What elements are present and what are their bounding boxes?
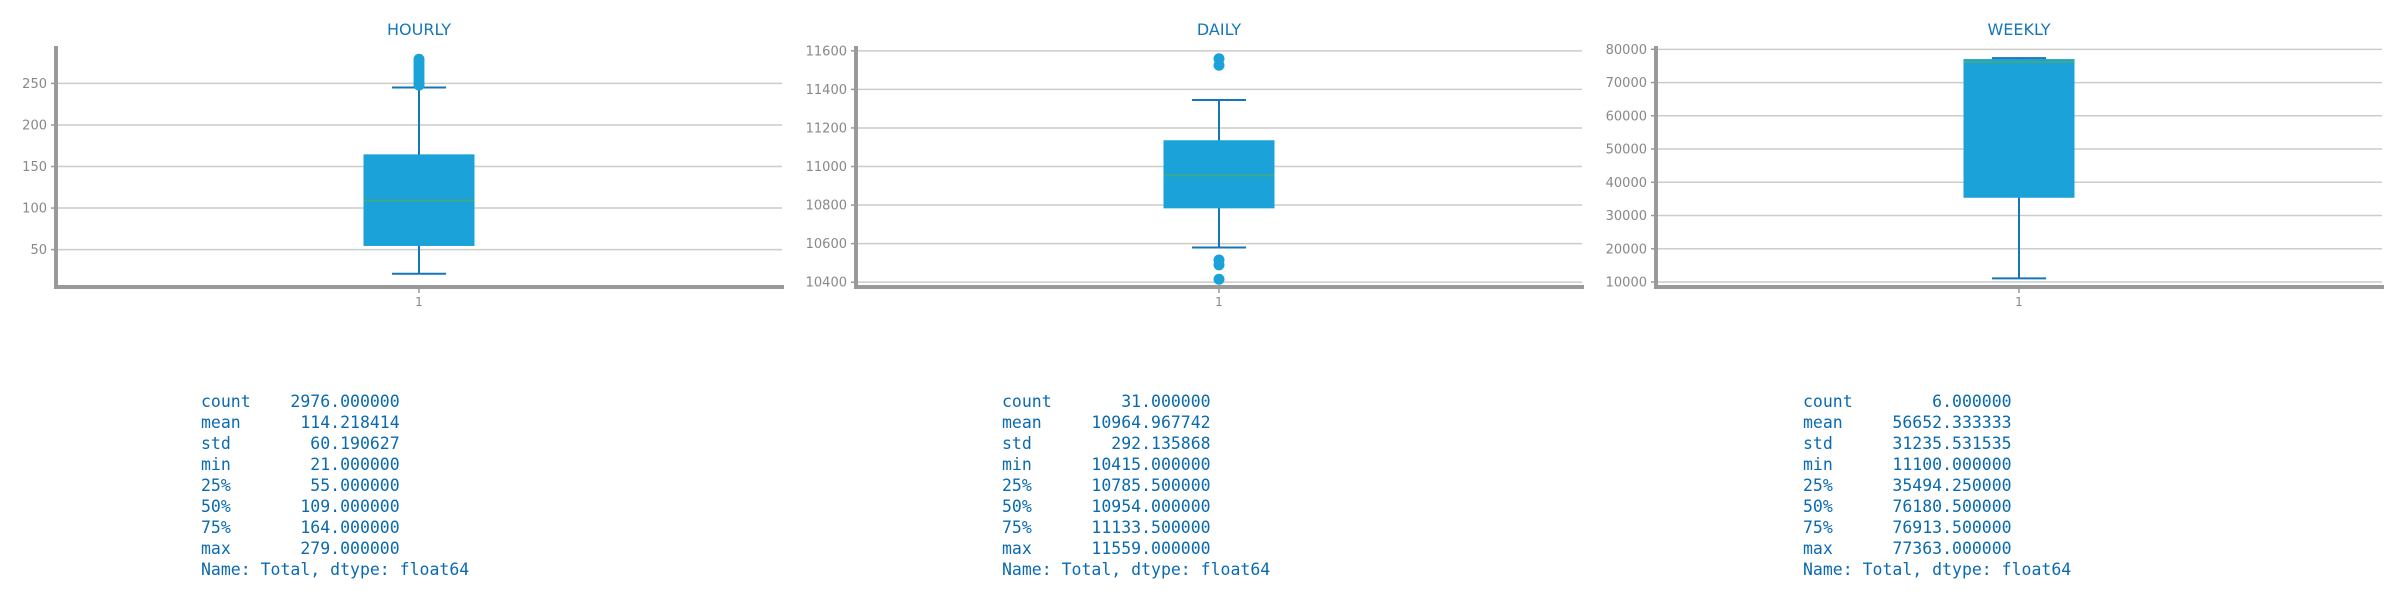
y-tick-label: 100 bbox=[22, 202, 47, 217]
stats-line: std 31235.531535 bbox=[1803, 434, 2012, 453]
stats-line: mean 56652.333333 bbox=[1803, 413, 2012, 432]
chart-title: WEEKLY bbox=[1987, 20, 2050, 39]
y-tick-label: 200 bbox=[22, 118, 47, 133]
y-tick-label: 20000 bbox=[1606, 242, 1647, 257]
chart-panel-daily: DAILY 10400 10600 10800 11000 11200 11400 11600… bbox=[806, 20, 1584, 309]
stats-line: count 6.000000 bbox=[1803, 392, 2012, 411]
stats-line: std 292.135868 bbox=[1002, 434, 1211, 453]
y-tick-label: 11000 bbox=[806, 160, 847, 175]
y-tick-label: 40000 bbox=[1606, 176, 1647, 191]
y-tick-label: 10400 bbox=[806, 276, 847, 291]
x-tick-label: 1 bbox=[1215, 295, 1223, 309]
iqr-box bbox=[1963, 59, 2075, 198]
y-tick-label: 11200 bbox=[806, 121, 847, 136]
iqr-box bbox=[1163, 140, 1275, 209]
outlier-point bbox=[413, 53, 425, 65]
y-tick-label: 250 bbox=[22, 77, 47, 92]
stats-line: min 21.000000 bbox=[201, 455, 400, 474]
x-tick-label: 1 bbox=[415, 295, 423, 309]
stats-line: min 11100.000000 bbox=[1803, 455, 2012, 474]
stats-line: min 10415.000000 bbox=[1002, 455, 1211, 474]
y-tick-label: 70000 bbox=[1606, 76, 1647, 91]
stats-line: 75% 164.000000 bbox=[201, 518, 400, 537]
y-tick-label: 10000 bbox=[1606, 276, 1647, 291]
stats-line: 75% 11133.500000 bbox=[1002, 518, 1211, 537]
stats-line: count 31.000000 bbox=[1002, 392, 1211, 411]
stats-line: 25% 10785.500000 bbox=[1002, 476, 1211, 495]
stats-line: 25% 55.000000 bbox=[201, 476, 400, 495]
chart-panel-hourly: HOURLY 50 100 150 200 250 1 bbox=[22, 20, 784, 309]
stats-line: std 60.190627 bbox=[201, 434, 400, 453]
stats-line: 50% 10954.000000 bbox=[1002, 497, 1211, 516]
stats-line: max 77363.000000 bbox=[1803, 539, 2012, 558]
stats-line: max 11559.000000 bbox=[1002, 539, 1211, 558]
stats-line: 75% 76913.500000 bbox=[1803, 518, 2012, 537]
y-tick-label: 30000 bbox=[1606, 209, 1647, 224]
y-tick-label: 10600 bbox=[806, 237, 847, 252]
stats-hourly: count 2976.000000 mean 114.218414 std 60.1… bbox=[201, 391, 469, 580]
y-tick-label: 50 bbox=[30, 243, 47, 258]
stats-line: Name: Total, dtype: float64 bbox=[1002, 560, 1271, 579]
stats-daily: count 31.000000 mean 10964.967742 std 292.… bbox=[1002, 391, 1270, 580]
x-tick-label: 1 bbox=[2015, 295, 2023, 309]
stats-weekly: count 6.000000 mean 56652.333333 std 31235… bbox=[1803, 391, 2071, 580]
chart-title: DAILY bbox=[1197, 20, 1241, 39]
y-tick-label: 10800 bbox=[806, 199, 847, 214]
outlier-point bbox=[1213, 254, 1225, 266]
stats-line: 50% 109.000000 bbox=[201, 497, 400, 516]
chart-title: HOURLY bbox=[387, 20, 451, 39]
outlier-point bbox=[1213, 53, 1225, 65]
stats-line: mean 10964.967742 bbox=[1002, 413, 1211, 432]
stats-line: 25% 35494.250000 bbox=[1803, 476, 2012, 495]
stats-line: Name: Total, dtype: float64 bbox=[1803, 560, 2072, 579]
stats-line: 50% 76180.500000 bbox=[1803, 497, 2012, 516]
stats-line: count 2976.000000 bbox=[201, 392, 400, 411]
y-tick-label: 80000 bbox=[1606, 43, 1647, 58]
stats-line: max 279.000000 bbox=[201, 539, 400, 558]
y-tick-label: 11600 bbox=[806, 44, 847, 59]
stats-line: mean 114.218414 bbox=[201, 413, 400, 432]
y-tick-label: 50000 bbox=[1606, 143, 1647, 158]
y-tick-label: 150 bbox=[22, 160, 47, 175]
chart-panel-weekly: WEEKLY 10000 20000 30000 40000 50000 60000 7000… bbox=[1606, 20, 2384, 309]
outlier-point bbox=[1213, 273, 1225, 285]
stats-line: Name: Total, dtype: float64 bbox=[201, 560, 470, 579]
y-tick-label: 11400 bbox=[806, 83, 847, 98]
y-tick-label: 60000 bbox=[1606, 109, 1647, 124]
